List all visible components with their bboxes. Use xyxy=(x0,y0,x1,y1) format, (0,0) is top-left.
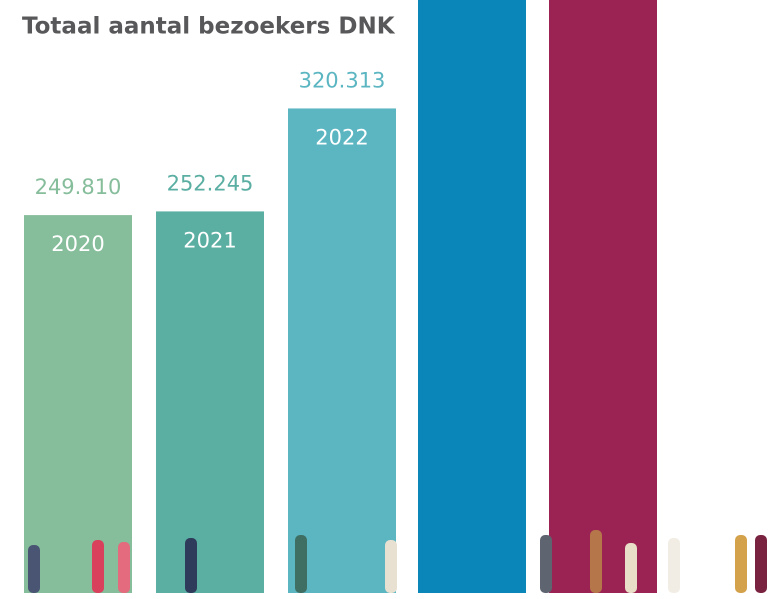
bar xyxy=(24,215,132,593)
chart: Totaal aantal bezoekers DNK 249.810 2020 2… xyxy=(0,0,773,599)
value-label: 252.245 xyxy=(167,171,254,195)
bar xyxy=(288,108,396,593)
value-label: 249.810 xyxy=(35,175,122,199)
category-label: 2022 xyxy=(315,125,368,149)
cropped-bar xyxy=(549,0,657,593)
bar xyxy=(156,211,264,593)
chart-title: Totaal aantal bezoekers DNK xyxy=(22,14,396,40)
cropped-bar xyxy=(418,0,526,593)
category-label: 2020 xyxy=(51,232,104,256)
value-label: 320.313 xyxy=(299,68,386,92)
category-label: 2021 xyxy=(183,228,236,252)
